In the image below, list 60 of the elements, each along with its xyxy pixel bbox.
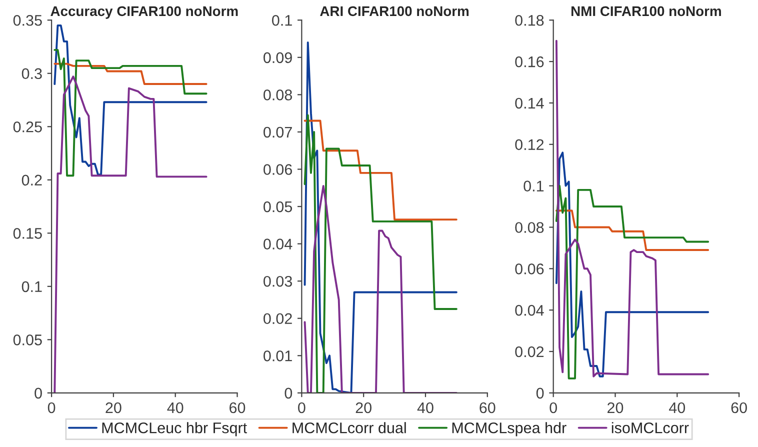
x-tick-label: 40 [167, 402, 184, 414]
x-tick-label: 40 [417, 402, 434, 414]
line-series [555, 184, 710, 380]
x-tick-label: 60 [480, 402, 496, 414]
y-tick-label: 0.07 [264, 126, 292, 138]
y-tick-label: 0.15 [13, 228, 42, 239]
y-tick-label: 0.03 [264, 276, 292, 287]
line-series [304, 185, 458, 393]
y-tick-label: 0.08 [264, 90, 292, 100]
line-series [54, 48, 208, 177]
line-series [304, 42, 458, 393]
y-tick-label: 0.14 [515, 98, 544, 109]
chart-title: ARI CIFAR100 noNorm [320, 6, 469, 16]
x-tick-label: 20 [608, 402, 624, 414]
y-tick-label: 0.09 [264, 52, 292, 64]
line-series [304, 114, 458, 393]
y-tick-label: 0.05 [264, 201, 292, 212]
y-tick-label: 0.02 [515, 346, 544, 358]
x-tick-label: 0 [550, 402, 557, 414]
x-tick-label: 0 [298, 402, 306, 414]
y-tick-label: 0.06 [515, 264, 544, 274]
x-tick-label: 20 [356, 402, 372, 414]
y-tick-label: 0.01 [264, 350, 292, 362]
y-tick-label: 0.1 [22, 281, 42, 292]
y-tick-label: 0 [34, 388, 42, 399]
line-series [555, 210, 710, 251]
y-tick-label: 0.18 [515, 14, 544, 26]
y-tick-label: 0.1 [524, 180, 544, 192]
line-series [304, 120, 458, 221]
line-series [54, 24, 208, 176]
y-tick-label: 0.3 [22, 68, 42, 80]
legend-label: MCMCLeuc hbr Fsqrt [102, 422, 247, 436]
chart-title: NMI CIFAR100 noNorm [572, 6, 721, 16]
y-tick-label: 0.04 [515, 304, 544, 316]
y-tick-label: 0.05 [13, 334, 42, 346]
y-tick-label: 0.02 [264, 313, 292, 324]
legend-label: MCMCLspea hdr [452, 422, 566, 436]
y-tick-label: 0.12 [515, 139, 544, 150]
y-tick-label: 0.06 [264, 164, 292, 175]
line-series [555, 40, 710, 378]
legend-label: MCMCLcorr dual [292, 422, 406, 434]
line-series [54, 76, 208, 393]
x-tick-label: 40 [669, 402, 686, 414]
y-tick-label: 0.04 [264, 238, 292, 250]
x-tick-label: 60 [731, 402, 747, 414]
y-tick-label: 0.35 [13, 14, 42, 26]
y-tick-label: 0.1 [272, 14, 292, 26]
chart-title: Accuracy CIFAR100 noNorm [50, 6, 238, 19]
legend-label: isoMCLcorr [612, 422, 689, 434]
y-tick-label: 0 [536, 388, 544, 399]
line-series [555, 152, 710, 378]
y-tick-label: 0.25 [13, 121, 42, 132]
x-tick-label: 0 [48, 402, 56, 414]
y-tick-label: 0.16 [515, 56, 544, 68]
line-series [54, 62, 208, 85]
x-tick-label: 20 [106, 402, 122, 414]
y-tick-label: 0 [284, 388, 292, 399]
y-tick-label: 0.2 [22, 174, 42, 186]
y-tick-label: 0.08 [515, 222, 544, 233]
x-tick-label: 60 [230, 402, 246, 414]
